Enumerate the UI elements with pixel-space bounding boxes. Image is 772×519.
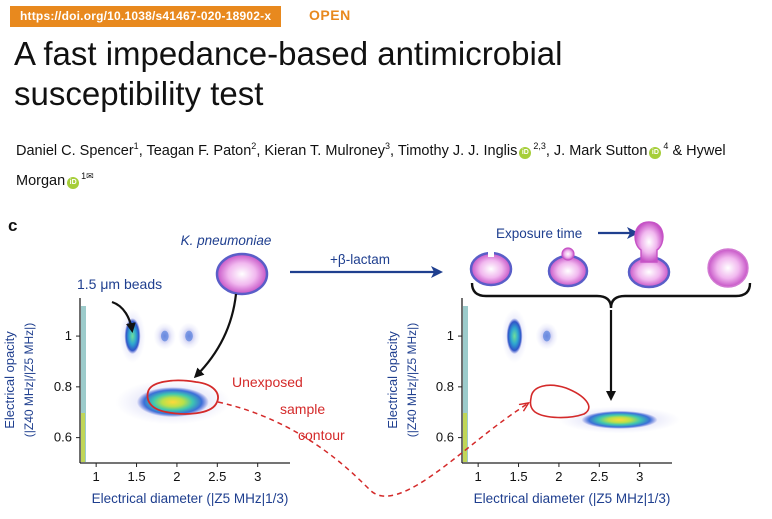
author-name[interactable]: Daniel C. Spencer — [16, 142, 134, 159]
author-affiliation: 1✉ — [81, 170, 94, 181]
author-name[interactable]: J. Mark Sutton — [553, 142, 648, 159]
author-separator: , — [138, 142, 147, 159]
right-y-tick-label: 1 — [447, 328, 454, 343]
left-xlabel: Electrical diameter (|Z5 MHz|1/3) — [92, 491, 289, 506]
beads-pointer-arrow — [111, 300, 136, 333]
cell-stage-1-icon — [469, 251, 513, 287]
doi-link[interactable]: https://doi.org/10.1038/s41467-020-18902… — [10, 6, 282, 27]
article-title: A fast impedance-based antimicrobial sus… — [14, 34, 754, 114]
right-y-tick-label: 0.6 — [436, 430, 454, 445]
right-cluster-3 — [558, 406, 681, 434]
orcid-icon[interactable]: iD — [519, 146, 532, 159]
right-debris-core — [463, 413, 467, 462]
right-xlabel: Electrical diameter (|Z5 MHz|1/3) — [474, 491, 671, 506]
author-affiliation: 2 — [251, 141, 257, 151]
author-affiliation: 3 — [385, 141, 391, 151]
cell-stage-4-icon — [707, 248, 749, 288]
right-y-tick-label: 0.8 — [436, 379, 454, 394]
panel-label: c — [8, 216, 18, 235]
left-cluster-1 — [119, 309, 146, 364]
left-y-tick-label: 0.8 — [54, 379, 72, 394]
left-x-tick-label: 2 — [173, 469, 180, 484]
left-cluster-4 — [115, 379, 231, 425]
author-separator: , — [545, 142, 554, 159]
author-separator: & — [668, 142, 687, 159]
title-line-2: susceptibility test — [14, 75, 264, 112]
author-name[interactable]: Hywel Morgan — [16, 142, 726, 189]
right-x-tick-label: 2.5 — [590, 469, 608, 484]
left-cluster-3 — [177, 322, 201, 350]
left-x-tick-label: 2.5 — [208, 469, 226, 484]
left-debris-core — [81, 413, 85, 462]
organism-label: K. pneumoniae — [181, 233, 272, 248]
left-x-tick-label: 1 — [93, 469, 100, 484]
contour-label-line3: contour — [298, 427, 345, 443]
right-x-tick-label: 1 — [475, 469, 482, 484]
left-debris-strip — [81, 306, 86, 462]
right-x-tick-label: 2 — [555, 469, 562, 484]
author-separator: , — [256, 142, 265, 159]
right-ylabel-line1: Electrical opacity — [385, 331, 400, 429]
author-separator: , — [390, 142, 398, 159]
right-cluster-1 — [501, 309, 528, 364]
bacterium-cell-icon — [215, 252, 269, 296]
left-y-tick-label: 1 — [65, 328, 72, 343]
left-x-tick-label: 3 — [254, 469, 261, 484]
right-unexposed-contour — [529, 384, 590, 419]
title-line-1: A fast impedance-based antimicrobial — [14, 35, 563, 72]
curly-brace — [470, 282, 752, 309]
beads-label: 1.5 μm beads — [77, 276, 162, 292]
left-cluster-2 — [153, 322, 177, 350]
right-x-tick-label: 3 — [636, 469, 643, 484]
exposure-time-label: Exposure time — [496, 226, 582, 241]
left-unexposed-contour — [146, 379, 219, 415]
author-name[interactable]: Timothy J. J. Inglis — [397, 142, 518, 159]
contour-label-line2: sample — [280, 401, 325, 417]
right-ylabel-line2: (|Z40 MHz|/|Z5 MHz|) — [405, 323, 419, 437]
author-name[interactable]: Teagan F. Paton — [146, 142, 252, 159]
author-name[interactable]: Kieran T. Mulroney — [264, 142, 385, 159]
treatment-label: +β-lactam — [330, 252, 390, 267]
cell-stage-3-icon — [627, 221, 671, 289]
author-affiliation: 1 — [133, 141, 139, 151]
left-ylabel-line1: Electrical opacity — [2, 331, 17, 429]
cell-pointer-arrow — [193, 293, 238, 379]
left-x-tick-label: 1.5 — [127, 469, 145, 484]
orcid-icon[interactable]: iD — [649, 146, 662, 159]
author-affiliation: 4 — [663, 141, 669, 151]
left-y-tick-label: 0.6 — [54, 430, 72, 445]
cell-stage-2-icon — [547, 247, 589, 288]
left-ylabel-line2: (|Z40 MHz|/|Z5 MHz|) — [22, 323, 36, 437]
open-access-badge: OPEN — [309, 7, 351, 23]
orcid-icon[interactable]: iD — [67, 176, 80, 189]
contour-transfer-arrow — [217, 401, 527, 497]
right-cluster-2 — [535, 322, 559, 350]
contour-label-line1: Unexposed — [232, 374, 303, 390]
right-x-tick-label: 1.5 — [509, 469, 527, 484]
right-debris-strip — [463, 306, 468, 462]
author-list: Daniel C. Spencer1, Teagan F. Paton2, Ki… — [16, 134, 766, 194]
author-affiliation: 2,3 — [533, 141, 546, 151]
